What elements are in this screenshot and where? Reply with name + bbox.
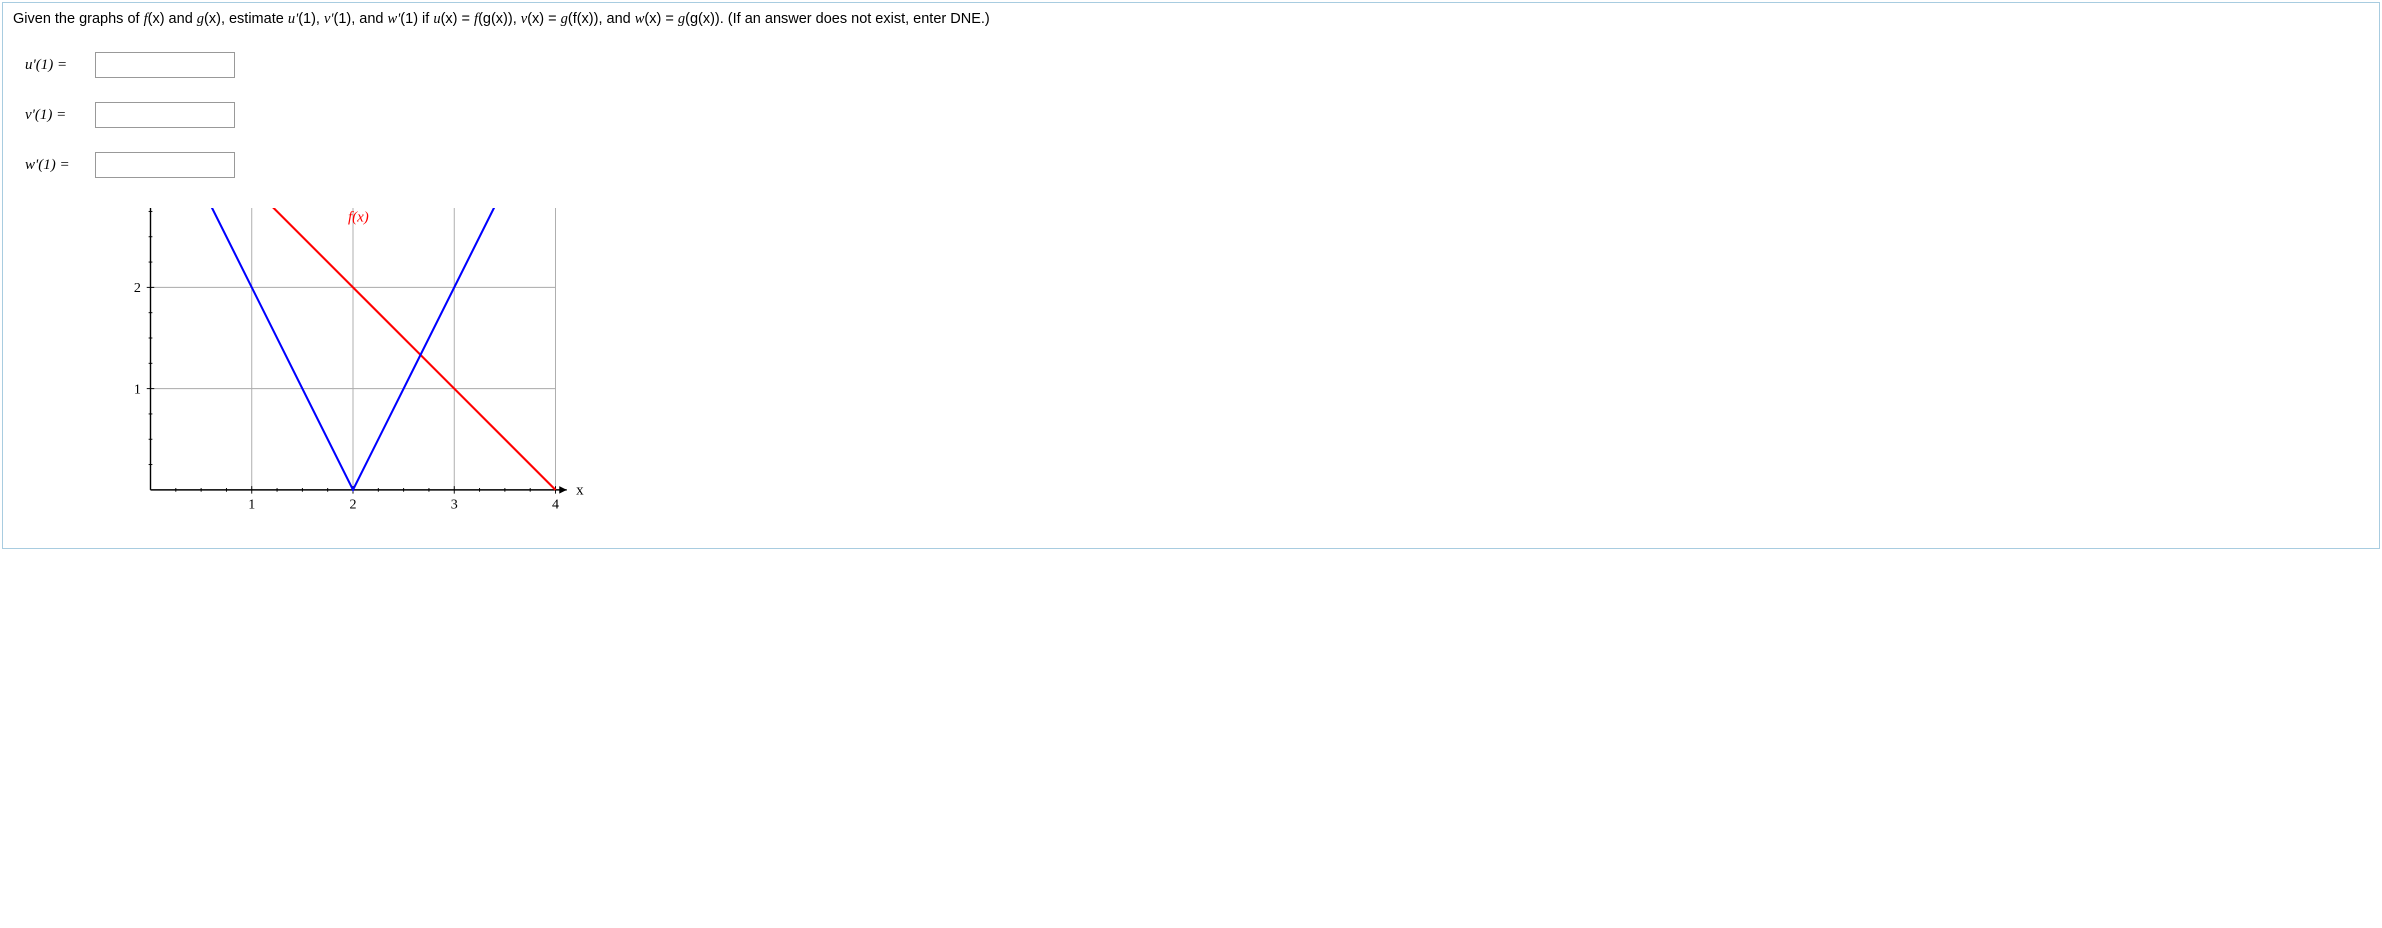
- text-part: (x): [148, 11, 165, 27]
- question-container: Given the graphs of f(x) and g(x), estim…: [2, 2, 2380, 549]
- text-part: estimate: [225, 11, 288, 27]
- answer-row-w: w'(1) =: [25, 152, 2369, 178]
- question-text: Given the graphs of f(x) and g(x), estim…: [13, 11, 2369, 28]
- svg-text:2: 2: [134, 280, 141, 296]
- svg-text:3: 3: [451, 497, 458, 513]
- w-prime-1-input[interactable]: [95, 152, 235, 178]
- text-part: (1),: [334, 11, 356, 27]
- w-prime: w': [388, 11, 401, 27]
- w-prime-1-label: w'(1) =: [25, 157, 95, 174]
- graph-svg: 12341234f(x)g(x)xy: [113, 208, 593, 528]
- v-prime-1-input[interactable]: [95, 102, 235, 128]
- text-part: (x) =: [644, 11, 677, 27]
- u-prime: u': [288, 11, 298, 27]
- u-fn: u: [433, 11, 440, 27]
- text-part: (f(x)),: [568, 11, 603, 27]
- fn-g: g: [197, 11, 204, 27]
- w-fn: w: [635, 11, 645, 27]
- text-part: and: [603, 11, 635, 27]
- text-part: (g(x)),: [478, 11, 521, 27]
- svg-text:1: 1: [134, 381, 141, 397]
- graph: 12341234f(x)g(x)xy: [113, 208, 2369, 528]
- answer-row-u: u'(1) =: [25, 52, 2369, 78]
- svg-text:4: 4: [552, 497, 559, 513]
- text-part: (x) =: [441, 11, 474, 27]
- svg-text:1: 1: [248, 497, 255, 513]
- text-part: (1): [400, 11, 418, 27]
- u-prime-1-label: u'(1) =: [25, 57, 95, 74]
- text-part: (g(x)).: [685, 11, 724, 27]
- text-part: if: [418, 11, 433, 27]
- text-part: and: [355, 11, 387, 27]
- text-part: Given the graphs of: [13, 11, 144, 27]
- g-fn: g: [561, 11, 568, 27]
- svg-text:f(x): f(x): [348, 210, 369, 226]
- v-prime-1-label: v'(1) =: [25, 107, 95, 124]
- text-part: (If an answer does not exist, enter DNE.…: [724, 11, 990, 27]
- text-part: and: [165, 11, 197, 27]
- text-part: (x) =: [527, 11, 560, 27]
- text-part: (1),: [298, 11, 324, 27]
- svg-text:x: x: [576, 483, 584, 499]
- text-part: (x),: [204, 11, 225, 27]
- v-prime: v': [324, 11, 334, 27]
- u-prime-1-input[interactable]: [95, 52, 235, 78]
- svg-text:2: 2: [349, 497, 356, 513]
- answer-row-v: v'(1) =: [25, 102, 2369, 128]
